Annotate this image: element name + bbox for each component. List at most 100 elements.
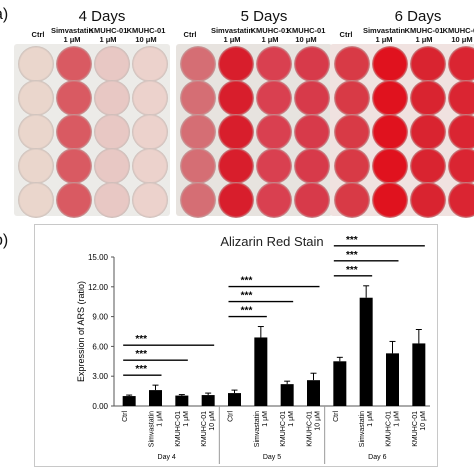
well <box>94 148 130 184</box>
well <box>410 114 446 150</box>
well <box>448 80 474 116</box>
well <box>410 148 446 184</box>
x-tick-label: KMUHC-01 <box>412 411 419 447</box>
x-tick-label: 10 μM <box>315 411 322 431</box>
x-tick-label: 1 μM <box>367 411 374 427</box>
y-tick-label: 12.00 <box>88 283 109 292</box>
x-tick-label: 1 μM <box>394 411 401 427</box>
significance-marker: *** <box>241 306 253 317</box>
well <box>218 114 254 150</box>
well <box>218 80 254 116</box>
well <box>372 148 408 184</box>
x-tick-label: KMUHC-01 <box>175 411 182 447</box>
well <box>180 182 216 218</box>
well <box>256 182 292 218</box>
plate-column-header: KMUHC-01 1 μM <box>88 26 128 44</box>
significance-marker: *** <box>135 349 147 360</box>
plate-column-header: KMUHC-01 1 μM <box>404 26 444 44</box>
well <box>132 148 168 184</box>
x-tick-label: Ctrl <box>333 411 340 422</box>
well <box>94 114 130 150</box>
x-tick-label: KMUHC-01 <box>201 411 208 447</box>
well <box>180 148 216 184</box>
y-tick-label: 3.00 <box>92 372 108 381</box>
well <box>256 80 292 116</box>
well <box>18 182 54 218</box>
plate-column-header: KMUHC-01 10 μM <box>442 26 474 44</box>
bar <box>122 396 136 406</box>
y-tick-label: 15.00 <box>88 253 109 262</box>
well <box>56 182 92 218</box>
well <box>94 46 130 82</box>
plate-title-1: 4 Days <box>78 8 126 25</box>
bar <box>386 353 399 406</box>
x-tick-label: 1 μM <box>157 411 164 427</box>
x-tick-label: KMUHC-01 <box>307 411 314 447</box>
well <box>372 46 408 82</box>
plate-column-header: Simvastatin 1 μM <box>210 26 254 44</box>
bar-chart: Alizarin Red Stain Expression of ARS (rat… <box>34 224 438 467</box>
bar <box>201 395 215 406</box>
well <box>132 182 168 218</box>
well <box>410 80 446 116</box>
bar <box>254 337 268 406</box>
plate-column-header: Ctrl <box>339 30 353 39</box>
x-tick-label: Ctrl <box>228 411 235 422</box>
bar <box>228 393 241 406</box>
well <box>334 80 370 116</box>
well <box>180 114 216 150</box>
plate-title-3: 6 Days <box>394 8 442 25</box>
plate-column-header: Simvastatin 1 μM <box>362 26 406 44</box>
plate-column-header: Simvastatin 1 μM <box>50 26 94 44</box>
well <box>56 148 92 184</box>
plate-title-2: 5 Days <box>240 8 288 25</box>
significance-marker: *** <box>135 364 147 375</box>
well <box>94 80 130 116</box>
well <box>256 46 292 82</box>
panel-a-label: a) <box>0 6 9 23</box>
group-label: Day 4 <box>158 454 176 461</box>
x-tick-label: Ctrl <box>122 411 129 422</box>
significance-marker: *** <box>346 235 358 246</box>
well <box>256 148 292 184</box>
well <box>256 114 292 150</box>
well <box>372 114 408 150</box>
x-tick-label: 1 μM <box>288 411 295 427</box>
y-tick-label: 6.00 <box>92 342 108 351</box>
x-tick-label: 10 μM <box>209 411 216 431</box>
x-tick-label: 10 μM <box>420 411 427 431</box>
well <box>180 80 216 116</box>
bar <box>307 380 320 406</box>
well <box>132 114 168 150</box>
bar <box>175 395 189 406</box>
x-tick-label: KMUHC-01 <box>280 411 287 447</box>
well <box>448 182 474 218</box>
chart-title: Alizarin Red Stain <box>220 234 323 249</box>
x-tick-label: Simvastatin <box>254 411 261 447</box>
panel-b-label: b) <box>0 232 9 249</box>
plate-column-header: KMUHC-01 10 μM <box>126 26 166 44</box>
well <box>294 148 330 184</box>
x-tick-label: Simvastatin <box>149 411 156 447</box>
well <box>56 46 92 82</box>
significance-marker: *** <box>241 276 253 287</box>
well <box>294 80 330 116</box>
well <box>410 46 446 82</box>
x-tick-label: Simvastatin <box>359 411 366 447</box>
significance-marker: *** <box>346 265 358 276</box>
well <box>18 114 54 150</box>
well <box>334 114 370 150</box>
well <box>294 46 330 82</box>
well <box>334 46 370 82</box>
well <box>18 46 54 82</box>
significance-marker: *** <box>346 250 358 261</box>
well <box>180 46 216 82</box>
plate-column-header: KMUHC-01 1 μM <box>250 26 290 44</box>
group-label: Day 6 <box>368 454 386 461</box>
well <box>132 46 168 82</box>
well <box>218 148 254 184</box>
group-label: Day 5 <box>263 454 281 461</box>
well <box>56 114 92 150</box>
y-axis-label: Expression of ARS (ratio) <box>76 281 86 382</box>
bar <box>412 343 426 406</box>
